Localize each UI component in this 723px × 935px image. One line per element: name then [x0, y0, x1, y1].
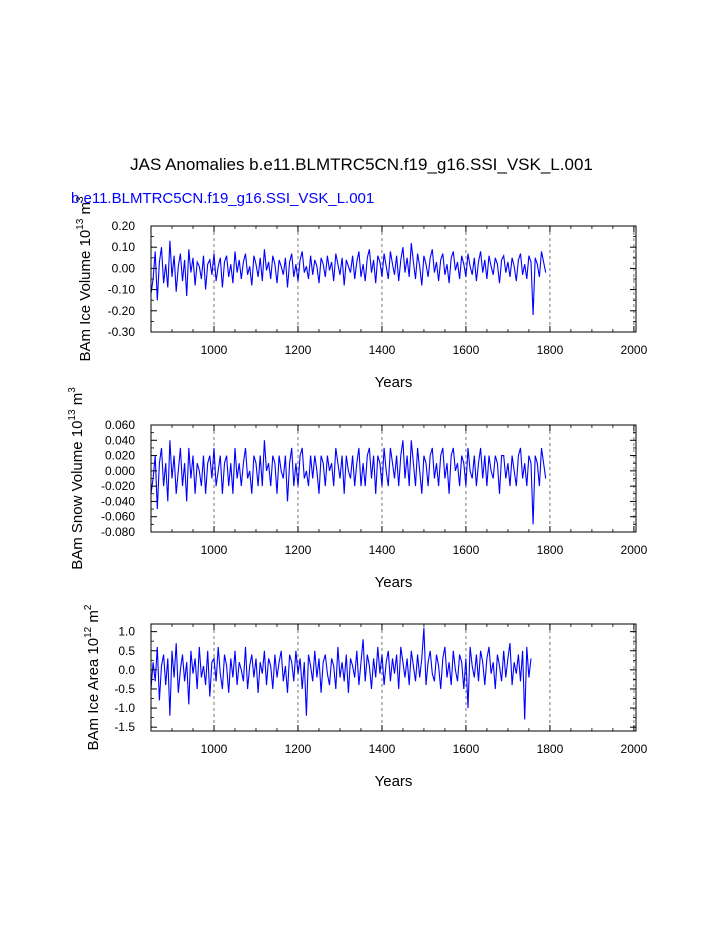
x-tick-label: 1200 — [285, 343, 312, 357]
y-tick-label: -0.5 — [114, 682, 135, 696]
x-tick-label: 1200 — [285, 742, 312, 756]
x-axis-title: Years — [375, 574, 413, 591]
x-tick-label: 1000 — [201, 343, 228, 357]
x-tick-label: 2000 — [621, 742, 648, 756]
y-tick-label: -0.020 — [101, 479, 135, 493]
y-tick-label: 0.00 — [112, 261, 136, 275]
chart-panel-2: 1000 1200 1400 1600 1800 2000 -0.080-0.060 -0.0… — [67, 387, 648, 591]
y-tick-label: -0.080 — [101, 525, 135, 539]
series-line — [150, 240, 547, 316]
x-tick-label: 1200 — [285, 543, 312, 557]
y-tick-label: 0.10 — [112, 240, 136, 254]
y-axis-title: BAm Snow Volume 1013 m3 — [67, 387, 86, 570]
y-tick-label: -0.30 — [108, 325, 136, 339]
page-title: JAS Anomalies b.e11.BLMTRC5CN.f19_g16.SS… — [130, 155, 593, 174]
y-tick-label: 0.5 — [118, 644, 135, 658]
y-axis-title: BAm Ice Volume 1013 m3 — [75, 196, 94, 362]
x-tick-label: 1400 — [369, 343, 396, 357]
x-tick-label: 1400 — [369, 543, 396, 557]
x-axis-title: Years — [375, 773, 413, 790]
y-tick-label: 0.020 — [105, 449, 135, 463]
x-tick-label: 2000 — [621, 543, 648, 557]
x-axis-title: Years — [375, 374, 413, 391]
y-tick-label: 0.20 — [112, 219, 136, 233]
x-tick-label: 1800 — [537, 742, 564, 756]
y-tick-label: -0.10 — [108, 283, 136, 297]
plot-frame — [150, 623, 637, 732]
x-tick-label: 1600 — [453, 543, 480, 557]
y-tick-label: 1.0 — [118, 625, 135, 639]
y-axis-title: BAm Ice Area 1012 m2 — [83, 604, 102, 750]
x-tick-label: 1800 — [537, 343, 564, 357]
y-tick-label: 0.040 — [105, 433, 135, 447]
y-tick-label: -1.5 — [114, 720, 135, 734]
case-label: b.e11.BLMTRC5CN.f19_g16.SSI_VSK_L.001 — [71, 190, 375, 207]
y-tick-label: -0.040 — [101, 494, 135, 508]
x-tick-label: 2000 — [621, 343, 648, 357]
y-tick-label: 0.0 — [118, 663, 135, 677]
chart-panel-3: 1000 1200 1400 1600 1800 2000 -1.5 -1.0 -0.5 0.0 0… — [83, 604, 648, 790]
plot-frame — [150, 225, 637, 333]
x-tick-label: 1000 — [201, 742, 228, 756]
x-tick-label: 1600 — [453, 343, 480, 357]
y-tick-label: 0.060 — [105, 418, 135, 432]
y-tick-label: -0.20 — [108, 304, 136, 318]
y-tick-label: -1.0 — [114, 701, 135, 715]
series-line — [150, 627, 532, 720]
x-tick-label: 1400 — [369, 742, 396, 756]
y-tick-label: 0.000 — [105, 464, 135, 478]
series-line — [150, 440, 547, 525]
chart-panel-1: 1000 1200 1400 1600 1800 2000 -0.30 -0.20 -0.10 0… — [75, 196, 648, 391]
x-tick-label: 1800 — [537, 543, 564, 557]
y-tick-label: -0.060 — [101, 510, 135, 524]
x-tick-label: 1000 — [201, 543, 228, 557]
x-tick-label: 1600 — [453, 742, 480, 756]
